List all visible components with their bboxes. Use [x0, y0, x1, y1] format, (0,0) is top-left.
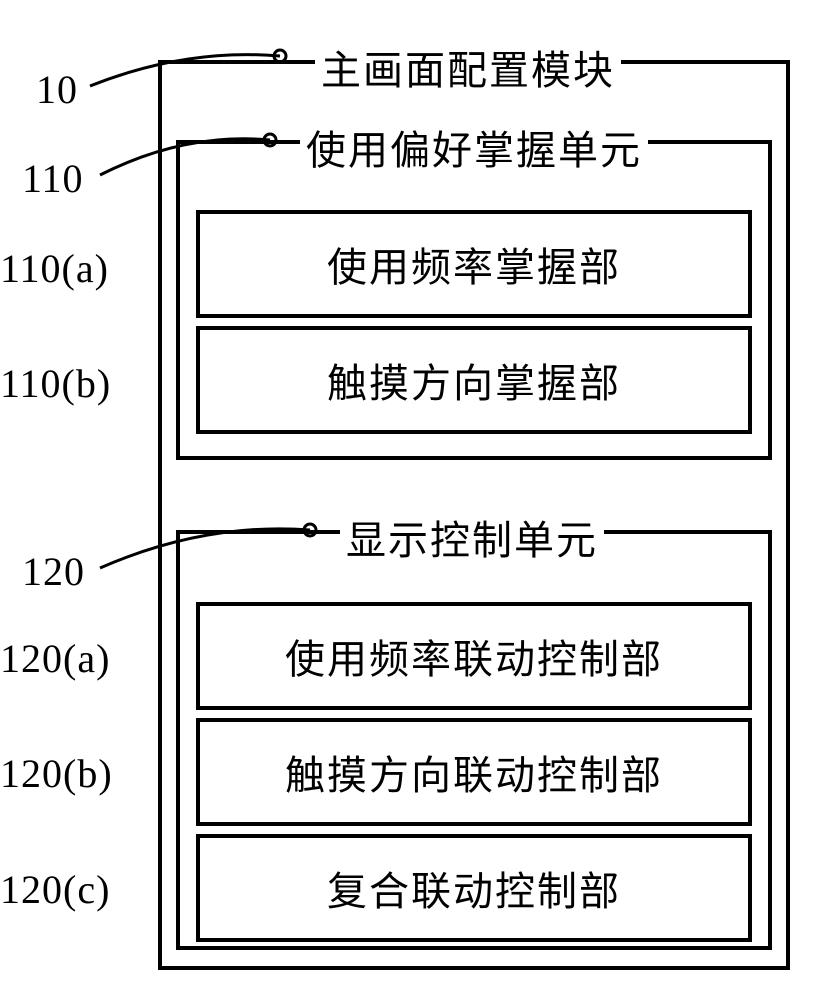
row-box-120c: 复合联动控制部 [196, 834, 752, 942]
row-ref-110a: 110(a) [0, 245, 109, 292]
row-ref-110b: 110(b) [0, 360, 111, 407]
row-ref-120b: 120(b) [0, 750, 113, 797]
row-ref-120c: 120(c) [0, 866, 110, 913]
row-label-120a: 使用频率联动控制部 [285, 627, 663, 685]
row-label-120c: 复合联动控制部 [327, 859, 621, 917]
row-box-110b: 触摸方向掌握部 [196, 326, 752, 434]
module-legend: 主画面配置模块 [315, 38, 621, 96]
row-box-120a: 使用频率联动控制部 [196, 602, 752, 710]
row-label-110a: 使用频率掌握部 [327, 235, 621, 293]
row-ref-120a: 120(a) [0, 635, 110, 682]
row-label-110b: 触摸方向掌握部 [327, 351, 621, 409]
row-box-110a: 使用频率掌握部 [196, 210, 752, 318]
row-box-120b: 触摸方向联动控制部 [196, 718, 752, 826]
module-ref-label: 10 [36, 66, 78, 113]
section-legend-110: 使用偏好掌握单元 [300, 118, 648, 176]
section-ref-120: 120 [22, 548, 85, 595]
row-label-120b: 触摸方向联动控制部 [285, 743, 663, 801]
section-legend-120: 显示控制单元 [340, 508, 604, 566]
section-ref-110: 110 [22, 155, 84, 202]
diagram-container: 主画面配置模块 10 使用偏好掌握单元 110 使用频率掌握部 110(a) 触摸方向掌… [0, 0, 818, 1000]
